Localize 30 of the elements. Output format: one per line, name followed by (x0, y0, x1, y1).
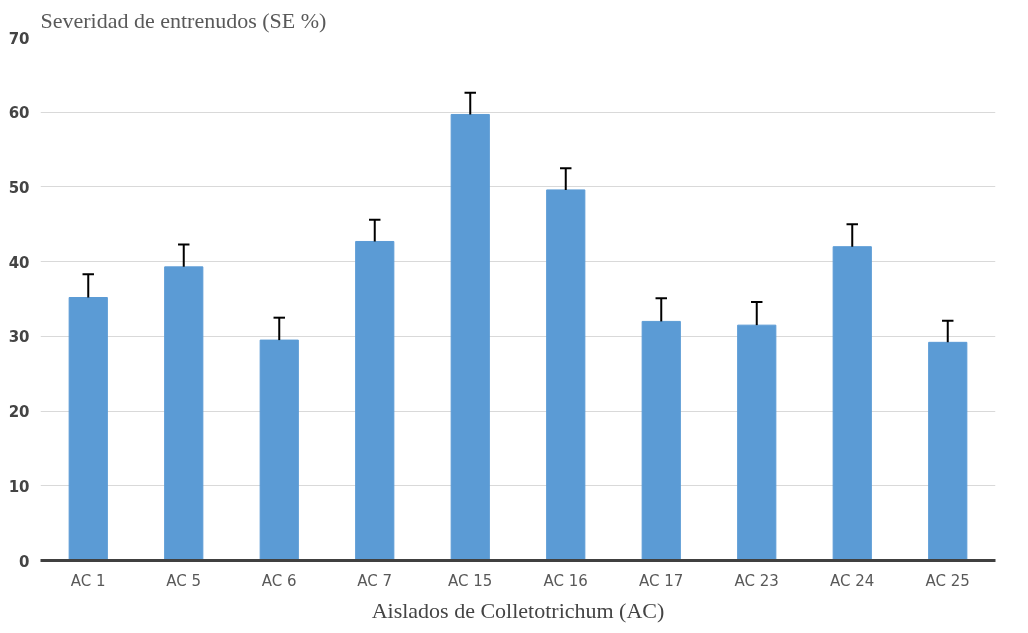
x-tick-label: AC 5 (166, 571, 202, 590)
bar (259, 339, 299, 561)
bar (68, 297, 108, 561)
x-tick-label: AC 17 (639, 571, 684, 590)
x-tick-label: AC 23 (734, 571, 779, 590)
bar (832, 246, 872, 561)
bar (164, 266, 204, 561)
y-axis-title: Severidad de entrenudos (SE %) (40, 7, 327, 33)
x-tick-label: AC 1 (70, 571, 106, 590)
bar (450, 113, 490, 561)
y-tick-label: 40 (8, 253, 30, 272)
y-tick-label: 20 (8, 403, 30, 422)
y-tick-label: 0 (19, 552, 30, 571)
x-tick-label: AC 15 (448, 571, 493, 590)
bar (737, 324, 777, 561)
y-tick-label: 10 (8, 477, 30, 496)
y-tick-label: 70 (8, 29, 30, 48)
y-tick-label: 60 (8, 104, 30, 123)
y-tick-label: 50 (8, 178, 30, 197)
x-tick-label: AC 7 (357, 571, 393, 590)
x-tick-label: AC 24 (830, 571, 875, 590)
bar (641, 320, 681, 561)
x-tick-label: AC 6 (261, 571, 297, 590)
x-tick-label: AC 25 (925, 571, 970, 590)
bar (355, 240, 395, 561)
x-tick-label: AC 16 (543, 571, 588, 590)
y-tick-label: 30 (8, 328, 30, 347)
bar (546, 189, 586, 561)
bar (928, 341, 968, 561)
x-axis-title: Aislados de Colletotrichum (AC) (371, 597, 665, 623)
